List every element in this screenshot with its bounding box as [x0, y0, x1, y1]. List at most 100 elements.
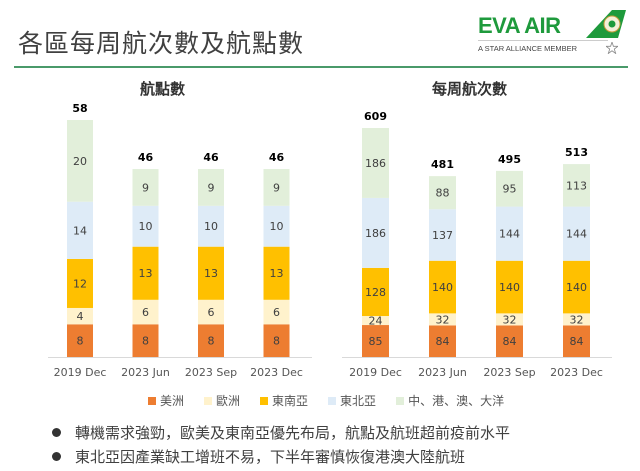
data-label: 144 — [499, 228, 520, 241]
bar-segment — [198, 299, 224, 325]
data-label: 84 — [570, 335, 584, 348]
legend-label: 歐洲 — [216, 394, 241, 408]
bar-segment — [563, 164, 590, 207]
chart-title-destinations: 航點數 — [140, 80, 186, 98]
bar-segment — [132, 299, 159, 325]
legend-swatch-icon — [260, 396, 269, 405]
bar-segment — [563, 325, 590, 357]
bar-segment — [263, 246, 290, 300]
total-label: 609 — [364, 110, 387, 123]
x-tick-label: 2023 Jun — [418, 366, 467, 379]
data-label: 144 — [566, 228, 587, 241]
x-tick-label: 2023 Sep — [185, 366, 237, 379]
bar-segment — [263, 299, 290, 325]
x-tick-label: 2023 Sep — [483, 366, 535, 379]
data-label: 20 — [73, 155, 87, 168]
data-label: 13 — [270, 267, 284, 280]
data-label: 128 — [365, 286, 386, 299]
bar-segment — [67, 201, 93, 259]
bar-segment — [429, 325, 456, 357]
title-divider — [14, 66, 628, 68]
data-label: 9 — [142, 181, 149, 194]
data-label: 6 — [208, 306, 215, 319]
bar-segment — [496, 206, 523, 261]
data-label: 24 — [369, 315, 383, 328]
bar-segment — [496, 325, 523, 357]
data-label: 140 — [499, 281, 520, 294]
bar-segment — [563, 313, 590, 326]
legend-label: 美洲 — [160, 394, 185, 408]
bar-segment — [496, 170, 523, 207]
bar-segment — [263, 169, 290, 206]
data-label: 8 — [208, 335, 215, 348]
x-tick-label: 2023 Jun — [121, 366, 170, 379]
bar-segment — [496, 260, 523, 314]
bar-segment — [496, 313, 523, 326]
data-label: 186 — [365, 157, 386, 170]
data-label: 6 — [273, 306, 280, 319]
total-label: 513 — [565, 146, 588, 159]
bullet-dot-icon — [52, 451, 61, 461]
bar-segment — [132, 324, 159, 357]
bar-segment — [67, 258, 93, 308]
legend-item: 東南亞 — [260, 392, 308, 409]
bar-segment — [429, 176, 456, 210]
bar-segment — [132, 169, 159, 206]
total-label: 481 — [431, 158, 454, 171]
legend-item: 東北亞 — [328, 392, 376, 409]
bar-segment — [362, 197, 389, 268]
data-label: 88 — [436, 187, 450, 200]
bar-segment — [362, 325, 389, 357]
bar-segment — [429, 260, 456, 314]
data-label: 8 — [77, 335, 84, 348]
data-label: 13 — [204, 267, 218, 280]
legend-swatch-icon — [148, 396, 156, 405]
logo-divider — [478, 40, 608, 41]
bar-segment — [429, 209, 456, 261]
eva-air-tail-logo-icon — [586, 10, 626, 38]
data-label: 12 — [73, 277, 87, 290]
chart-title-weekly-flights: 每周航次數 — [432, 80, 508, 98]
data-label: 10 — [204, 220, 218, 233]
data-label: 14 — [73, 224, 87, 237]
total-label: 495 — [498, 153, 521, 166]
logo-brand-text: EVA AIR — [478, 13, 561, 38]
x-tick-label: 2023 Dec — [250, 366, 303, 379]
legend-label: 東北亞 — [340, 394, 377, 408]
data-label: 32 — [570, 313, 584, 326]
data-label: 84 — [503, 335, 517, 348]
bar-segment — [362, 128, 389, 198]
data-label: 9 — [208, 181, 215, 194]
eva-air-logo: EVA AIR A STAR ALLIANCE MEMBER — [478, 8, 628, 56]
logo-tagline: A STAR ALLIANCE MEMBER — [478, 44, 578, 53]
total-label: 46 — [203, 151, 219, 164]
bar-segment — [198, 246, 224, 300]
total-label: 46 — [269, 151, 285, 164]
data-label: 140 — [566, 281, 587, 294]
legend-label: 中、港、澳、大洋 — [408, 394, 505, 408]
bullet-text: 東北亞因產業缺工增班不易，下半年審慎恢復港澳大陸航班 — [75, 447, 466, 466]
bullet-text: 轉機需求強勁，歐美及東南亞優先布局，航點及航班超前疫前水平 — [75, 423, 511, 442]
bar-segment — [198, 324, 224, 357]
data-label: 9 — [273, 181, 280, 194]
data-label: 113 — [566, 179, 587, 192]
x-tick-label: 2019 Dec — [54, 366, 107, 379]
legend-swatch-icon — [204, 396, 213, 405]
x-tick-label: 2023 Dec — [550, 366, 603, 379]
bar-segment — [263, 324, 290, 357]
bar-segment — [263, 205, 290, 247]
bar-segment — [132, 205, 159, 247]
data-label: 10 — [139, 220, 153, 233]
bar-segment — [132, 246, 159, 300]
bullet-dot-icon — [52, 427, 61, 437]
data-label: 32 — [503, 313, 517, 326]
bar-segment — [198, 169, 224, 206]
bullet-item: 轉機需求強勁，歐美及東南亞優先布局，航點及航班超前疫前水平 — [52, 420, 510, 444]
legend-item: 美洲 — [148, 392, 184, 409]
bar-segment — [563, 260, 590, 314]
bar-segment — [563, 206, 590, 261]
data-label: 140 — [432, 281, 453, 294]
data-label: 85 — [369, 335, 383, 348]
bar-segment — [67, 120, 93, 202]
data-label: 6 — [142, 306, 149, 319]
